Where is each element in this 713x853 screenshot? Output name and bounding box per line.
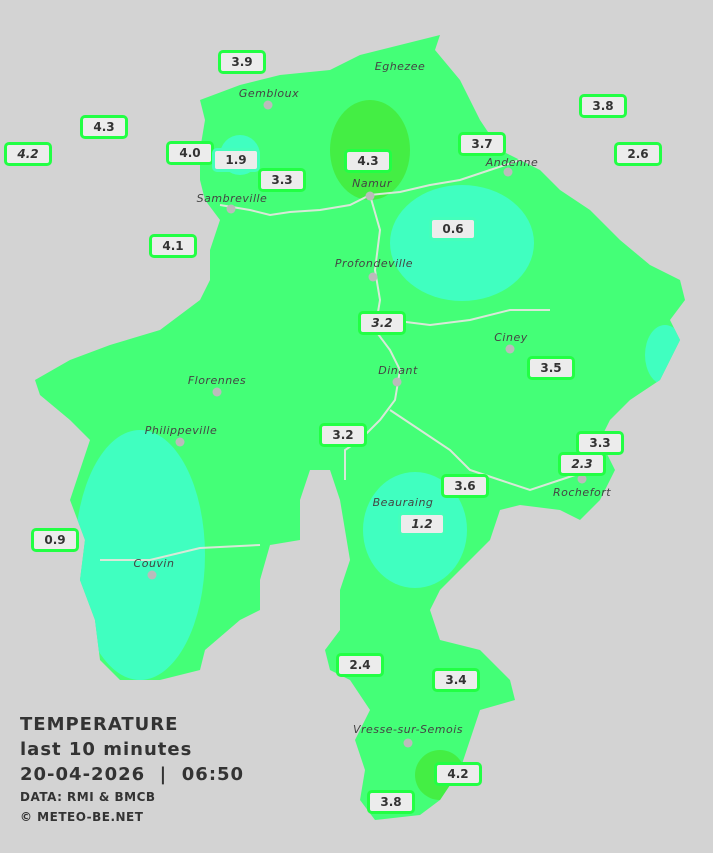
cool-zone <box>75 430 205 680</box>
city-dot <box>577 474 587 484</box>
station-badge[interactable]: 3.2 <box>319 423 367 447</box>
station-badge[interactable]: 4.2 <box>4 142 52 166</box>
station-badge[interactable]: 4.3 <box>344 149 392 173</box>
station-badge[interactable]: 3.8 <box>367 790 415 814</box>
station-badge[interactable]: 3.2 <box>358 311 406 335</box>
station-badge[interactable]: 4.1 <box>149 234 197 258</box>
station-badge[interactable]: 3.6 <box>441 474 489 498</box>
city-dot <box>212 387 222 397</box>
city-dot <box>365 191 375 201</box>
map-datetime: 20-04-2026 | 06:50 <box>20 764 245 785</box>
city-label: Eghezee <box>374 60 426 73</box>
station-badge[interactable]: 4.2 <box>434 762 482 786</box>
city-label: Dinant <box>378 364 418 377</box>
station-badge[interactable]: 2.4 <box>336 653 384 677</box>
station-badge[interactable]: 1.2 <box>398 512 446 536</box>
city-dot <box>175 437 185 447</box>
station-badge[interactable]: 2.6 <box>614 142 662 166</box>
station-badge[interactable]: 3.8 <box>579 94 627 118</box>
city-label: Sambreville <box>196 192 268 205</box>
cool-zone <box>645 325 685 385</box>
station-badge[interactable]: 4.3 <box>80 115 128 139</box>
map-subtitle: last 10 minutes <box>20 739 193 760</box>
city-dot <box>368 272 378 282</box>
city-dot <box>403 738 413 748</box>
station-badge[interactable]: 4.0 <box>166 141 214 165</box>
river <box>389 309 550 327</box>
station-badge[interactable]: 3.7 <box>458 132 506 156</box>
city-label: Philippeville <box>144 424 218 437</box>
city-label: Beauraing <box>372 496 434 509</box>
city-label: Ciney <box>494 331 528 344</box>
river <box>100 544 261 561</box>
station-badge[interactable]: 0.9 <box>31 528 79 552</box>
river-sambre-meuse <box>219 159 521 217</box>
cool-zone <box>390 185 534 301</box>
city-label: Rochefort <box>552 486 612 499</box>
city-label: Namur <box>352 177 392 190</box>
station-badge[interactable]: 0.6 <box>429 217 477 241</box>
station-badge[interactable]: 3.5 <box>527 356 575 380</box>
city-label: Vresse-sur-Semois <box>352 723 464 736</box>
city-dot <box>226 204 236 214</box>
station-badge[interactable]: 3.3 <box>576 431 624 455</box>
city-dot <box>392 377 402 387</box>
data-source: DATA: RMI & BMCB <box>20 790 156 804</box>
station-badge[interactable]: 3.3 <box>258 168 306 192</box>
city-dot <box>505 344 515 354</box>
station-badge[interactable]: 3.9 <box>218 50 266 74</box>
map-legend: TEMPERATURE last 10 minutes 20-04-2026 |… <box>20 712 244 827</box>
city-label: Florennes <box>187 374 247 387</box>
station-badge[interactable]: 2.3 <box>558 452 606 476</box>
map-title: TEMPERATURE <box>20 714 179 735</box>
copyright: © METEO-BE.NET <box>20 810 144 824</box>
city-label: Gembloux <box>238 87 300 100</box>
station-badge[interactable]: 1.9 <box>212 148 260 172</box>
city-dot <box>503 167 513 177</box>
city-label: Profondeville <box>334 257 414 270</box>
city-dot <box>147 570 157 580</box>
station-badge[interactable]: 3.4 <box>432 668 480 692</box>
city-label: Andenne <box>485 156 539 169</box>
city-label: Couvin <box>133 557 175 570</box>
city-dot <box>263 100 273 110</box>
